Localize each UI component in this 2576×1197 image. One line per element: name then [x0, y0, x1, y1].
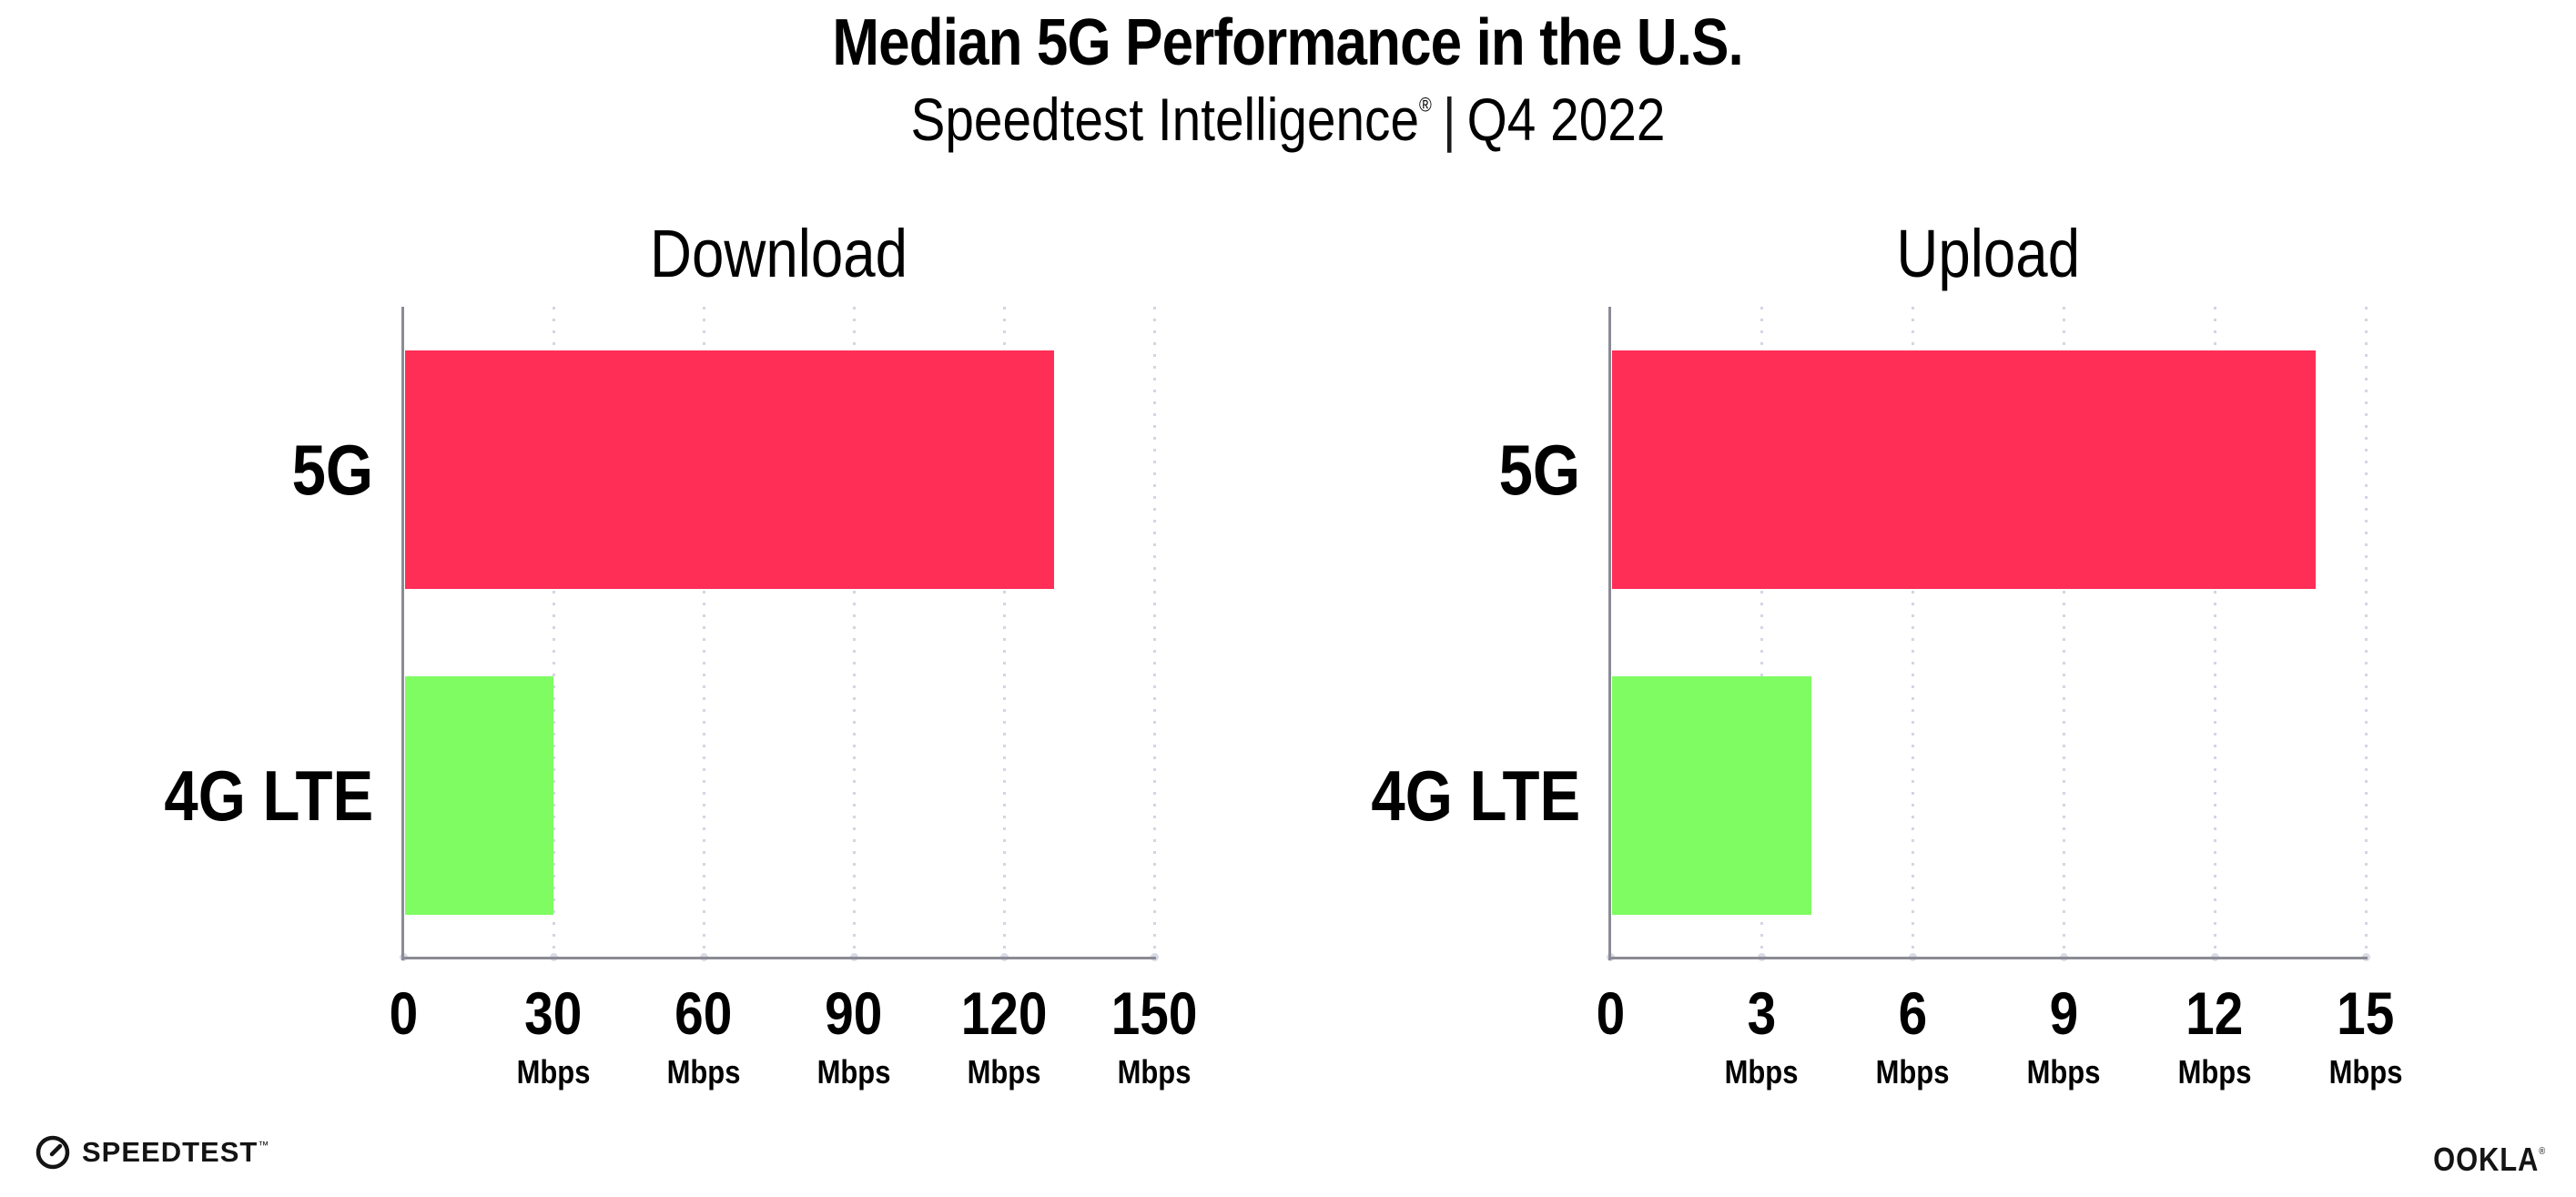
- upload-axis-label-3: 3 Mbps: [1652, 979, 1871, 1090]
- download-tick-unit-90: Mbps: [816, 1053, 891, 1090]
- upload-tick-dot-12: [2210, 953, 2219, 961]
- download-axis-label-30: 30 Mbps: [444, 979, 663, 1090]
- download-axis-label-150: 150 Mbps: [1045, 979, 1263, 1090]
- upload-tick-value-15: 15: [2337, 979, 2395, 1047]
- ookla-registered-icon: ®: [2539, 1146, 2546, 1157]
- download-tick-value-0: 0: [389, 979, 418, 1047]
- upload-tick-value-6: 6: [1898, 979, 1927, 1047]
- upload-bar-5g: [1612, 350, 2316, 589]
- page-subtitle-text: Speedtest Intelligence® | Q4 2022: [911, 86, 1666, 155]
- upload-tick-unit-9: Mbps: [2026, 1053, 2101, 1090]
- upload-axis-label-9: 9 Mbps: [1954, 979, 2173, 1090]
- upload-x-axis-line: [1608, 957, 2368, 959]
- upload-axis-label-12: 12 Mbps: [2105, 979, 2324, 1090]
- upload-gridline-3: [1760, 307, 1763, 959]
- download-axis-label-0: 0: [294, 979, 512, 1047]
- download-tick-dot-120: [999, 953, 1009, 961]
- upload-tick-value-12: 12: [2186, 979, 2244, 1047]
- download-category-label-5g: 5G: [291, 430, 373, 510]
- upload-gridline-9: [2062, 307, 2065, 959]
- download-tick-value-60: 60: [674, 979, 733, 1047]
- upload-tick-dot-9: [2059, 953, 2068, 961]
- download-tick-dot-150: [1150, 953, 1159, 961]
- speedtest-logo: SPEEDTEST™: [35, 1132, 269, 1172]
- download-gridline-120: [1002, 307, 1006, 959]
- download-category-label-4g-lte: 4G LTE: [164, 756, 373, 836]
- download-tick-unit-60: Mbps: [666, 1053, 741, 1090]
- upload-tick-unit-3: Mbps: [1724, 1053, 1799, 1090]
- download-bar-5g: [405, 350, 1054, 589]
- upload-gridline-15: [2364, 307, 2368, 959]
- upload-chart-title: Upload: [1610, 216, 2366, 291]
- subtitle-period: Q4 2022: [1466, 86, 1666, 153]
- upload-bar-4g-lte: [1612, 676, 1812, 915]
- download-chart-title-text: Download: [649, 216, 908, 291]
- download-gridline-30: [552, 307, 555, 959]
- trademark-icon: ™: [258, 1139, 270, 1151]
- download-tick-dot-90: [849, 953, 858, 961]
- upload-tick-unit-6: Mbps: [1875, 1053, 1950, 1090]
- speedtest-gauge-icon: [35, 1135, 70, 1170]
- upload-axis-label-15: 15 Mbps: [2257, 979, 2475, 1090]
- download-gridline-60: [702, 307, 705, 959]
- speedtest-label: SPEEDTEST: [82, 1136, 259, 1168]
- registered-trademark-icon: ®: [1419, 93, 1432, 117]
- download-tick-value-90: 90: [825, 979, 883, 1047]
- download-tick-value-30: 30: [524, 979, 583, 1047]
- upload-axis-label-6: 6 Mbps: [1803, 979, 2022, 1090]
- download-chart-title: Download: [403, 216, 1154, 291]
- download-tick-value-150: 150: [1111, 979, 1198, 1047]
- ookla-logo: OOKLA®: [2415, 1134, 2546, 1177]
- page-title-text: Median 5G Performance in the U.S.: [832, 6, 1744, 79]
- upload-chart-title-text: Upload: [1896, 216, 2080, 291]
- upload-gridline-6: [1911, 307, 1914, 959]
- upload-tick-dot-3: [1757, 953, 1766, 961]
- upload-tick-dot-15: [2361, 953, 2370, 961]
- download-y-axis-line: [401, 307, 404, 960]
- speedtest-wordmark: SPEEDTEST™: [82, 1136, 269, 1169]
- download-axis-label-120: 120 Mbps: [895, 979, 1113, 1090]
- upload-tick-dot-0: [1606, 953, 1615, 961]
- download-tick-unit-150: Mbps: [1117, 1053, 1192, 1090]
- download-gridline-150: [1152, 307, 1156, 959]
- upload-tick-value-0: 0: [1596, 979, 1625, 1047]
- upload-tick-dot-6: [1908, 953, 1917, 961]
- upload-tick-unit-15: Mbps: [2328, 1053, 2403, 1090]
- download-tick-dot-0: [399, 953, 408, 961]
- download-tick-dot-60: [699, 953, 708, 961]
- download-axis-label-60: 60 Mbps: [594, 979, 813, 1090]
- upload-y-axis-line: [1608, 307, 1611, 960]
- page-title: Median 5G Performance in the U.S.: [0, 5, 2576, 81]
- download-gridline-90: [852, 307, 856, 959]
- upload-gridline-12: [2213, 307, 2216, 959]
- download-bar-4g-lte: [405, 676, 553, 915]
- download-axis-label-90: 90 Mbps: [745, 979, 963, 1090]
- upload-tick-unit-12: Mbps: [2177, 1053, 2252, 1090]
- download-tick-unit-30: Mbps: [516, 1053, 591, 1090]
- download-tick-value-120: 120: [960, 979, 1048, 1047]
- download-tick-dot-30: [549, 953, 558, 961]
- upload-axis-label-0: 0: [1501, 979, 1719, 1047]
- subtitle-brand: Speedtest Intelligence: [910, 86, 1420, 153]
- download-tick-unit-120: Mbps: [967, 1053, 1041, 1090]
- download-x-axis-line: [401, 957, 1156, 959]
- page-subtitle: Speedtest Intelligence® | Q4 2022: [0, 86, 2576, 155]
- upload-tick-value-9: 9: [2049, 979, 2078, 1047]
- subtitle-separator: |: [1442, 86, 1456, 153]
- ookla-label: OOKLA: [2433, 1141, 2540, 1178]
- upload-category-label-4g-lte: 4G LTE: [1371, 756, 1580, 836]
- ookla-wordmark: OOKLA®: [2433, 1134, 2546, 1177]
- upload-category-label-5g: 5G: [1498, 430, 1580, 510]
- upload-tick-value-3: 3: [1747, 979, 1776, 1047]
